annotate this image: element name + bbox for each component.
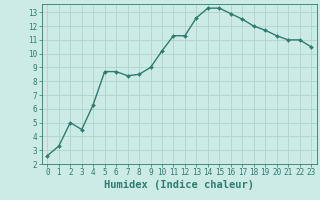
- X-axis label: Humidex (Indice chaleur): Humidex (Indice chaleur): [104, 180, 254, 190]
